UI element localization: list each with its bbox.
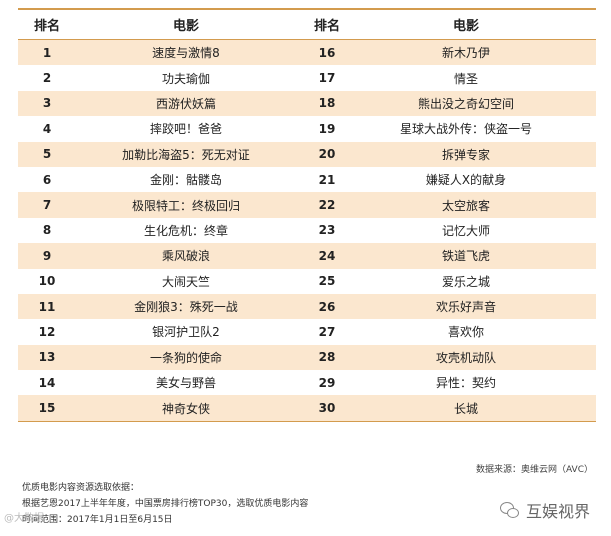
movie-cell: 银河护卫队2 [152,325,220,340]
movie-cell: 生化危机：终章 [143,223,228,238]
table-row: 6 金刚：骷髅岛 21 嫌疑人X的献身 [18,167,596,192]
movie-cell: 熊出没之奇幻空间 [417,96,514,111]
ranking-table: 排名 电影 排名 电影 1 速度与激情8 16 新木乃伊 2 功夫瑜伽 17 情圣 3 西游伏妖篇… [18,8,596,422]
movie-cell: 拆弹专家 [441,147,490,162]
header-movie-left: 电影 [172,19,199,34]
rank-cell: 8 [42,223,52,238]
movie-cell: 异性：契约 [435,376,496,391]
table-row: 8 生化危机：终章 23 记忆大师 [18,218,596,243]
rank-cell: 20 [318,147,336,162]
header-movie-right: 电影 [452,19,479,34]
note-line: 优质电影内容资源选取依据： [22,483,140,493]
rank-cell: 4 [42,121,52,136]
rank-cell: 11 [38,299,56,314]
movie-cell: 一条狗的使命 [149,350,222,365]
rank-cell: 5 [42,147,52,162]
rank-cell: 25 [318,274,336,289]
rank-cell: 21 [318,172,336,187]
rank-cell: 7 [42,198,52,213]
rank-cell: 3 [42,96,52,111]
rank-cell: 26 [318,299,336,314]
table-row: 7 极限特工：终极回归 22 太空旅客 [18,192,596,218]
rank-cell: 14 [38,375,56,390]
movie-cell: 功夫瑜伽 [161,71,210,86]
rank-cell: 22 [318,198,336,213]
movie-cell: 极限特工：终极回归 [131,198,240,213]
header-rank-left: 排名 [33,19,60,34]
movie-cell: 嫌疑人X的献身 [425,173,507,188]
rank-cell: 30 [318,401,336,416]
rank-cell: 10 [38,274,56,289]
table-row: 10 大闹天竺 25 爱乐之城 [18,269,596,294]
table-row: 2 功夫瑜伽 17 情圣 [18,65,596,90]
rank-cell: 13 [38,350,56,365]
table-row: 5 加勒比海盗5：死无对证 20 拆弹专家 [18,141,596,167]
watermark-right-text: 互娱视界 [526,502,591,521]
note-line: 根据艺恩2017上半年年度，中国票房排行榜TOP30，选取优质电影内容 [22,499,309,509]
movie-cell: 金刚狼3：殊死一战 [134,300,238,315]
movie-cell: 情圣 [453,71,478,86]
table-row: 9 乘风破浪 24 铁道飞虎 [18,243,596,269]
note-line: 时间范围：2017年1月1日至6月15日 [22,515,173,525]
rank-cell: 29 [318,375,336,390]
movie-cell: 喜欢你 [447,325,484,340]
rank-cell: 9 [42,248,52,263]
rank-cell: 24 [318,248,336,263]
movie-cell: 爱乐之城 [441,274,490,289]
rank-cell: 17 [318,71,336,86]
wechat-icon [500,502,520,518]
movie-cell: 神奇女侠 [161,401,210,416]
watermark-left: @大数据 [4,513,44,524]
movie-cell: 记忆大师 [441,223,490,238]
rank-cell: 15 [38,401,56,416]
watermark-right: 互娱视界 [500,498,590,522]
movie-cell: 星球大战外传：侠盗一号 [399,122,532,137]
movie-cell: 西游伏妖篇 [155,96,216,111]
table-row: 4 摔跤吧！爸爸 19 星球大战外传：侠盗一号 [18,116,596,141]
movie-cell: 乘风破浪 [161,249,210,264]
table-row: 15 神奇女侠 30 长城 [18,395,596,421]
notes: 优质电影内容资源选取依据： 根据艺恩2017上半年年度，中国票房排行榜TOP30… [22,480,308,528]
header-rank-right: 排名 [313,19,340,34]
movie-cell: 大闹天竺 [161,274,210,289]
rank-cell: 1 [42,45,52,60]
rank-cell: 18 [318,96,336,111]
table-row: 13 一条狗的使命 28 攻壳机动队 [18,344,596,371]
movie-cell: 攻壳机动队 [435,350,496,365]
table-row: 1 速度与激情8 16 新木乃伊 [18,40,596,66]
rank-cell: 28 [318,350,336,365]
movie-cell: 金刚：骷髅岛 [149,173,222,188]
data-source: 数据来源：奥维云网（AVC） [475,465,593,475]
rank-cell: 23 [318,223,336,238]
rank-cell: 6 [42,172,52,187]
rank-cell: 16 [318,45,336,60]
table-row: 3 西游伏妖篇 18 熊出没之奇幻空间 [18,90,596,117]
rank-cell: 12 [38,324,56,339]
table-header: 排名 电影 排名 电影 [18,8,596,40]
rank-cell: 27 [318,324,336,339]
rank-cell: 2 [42,71,52,86]
movie-cell: 加勒比海盗5：死无对证 [122,147,250,162]
movie-cell: 美女与野兽 [155,376,216,391]
movie-cell: 速度与激情8 [152,46,220,61]
movie-cell: 太空旅客 [441,198,490,213]
movie-cell: 长城 [453,401,478,416]
table-row: 11 金刚狼3：殊死一战 26 欢乐好声音 [18,293,596,320]
movie-cell: 新木乃伊 [441,46,490,61]
table-body: 1 速度与激情8 16 新木乃伊 2 功夫瑜伽 17 情圣 3 西游伏妖篇 18 熊出没之奇幻空间 4 摔… [18,40,596,421]
movie-cell: 摔跤吧！爸爸 [149,122,222,137]
movie-cell: 欢乐好声音 [435,300,496,315]
table-row: 12 银河护卫队2 27 喜欢你 [18,319,596,344]
rank-cell: 19 [318,121,336,136]
movie-cell: 铁道飞虎 [441,249,490,264]
table-row: 14 美女与野兽 29 异性：契约 [18,370,596,395]
